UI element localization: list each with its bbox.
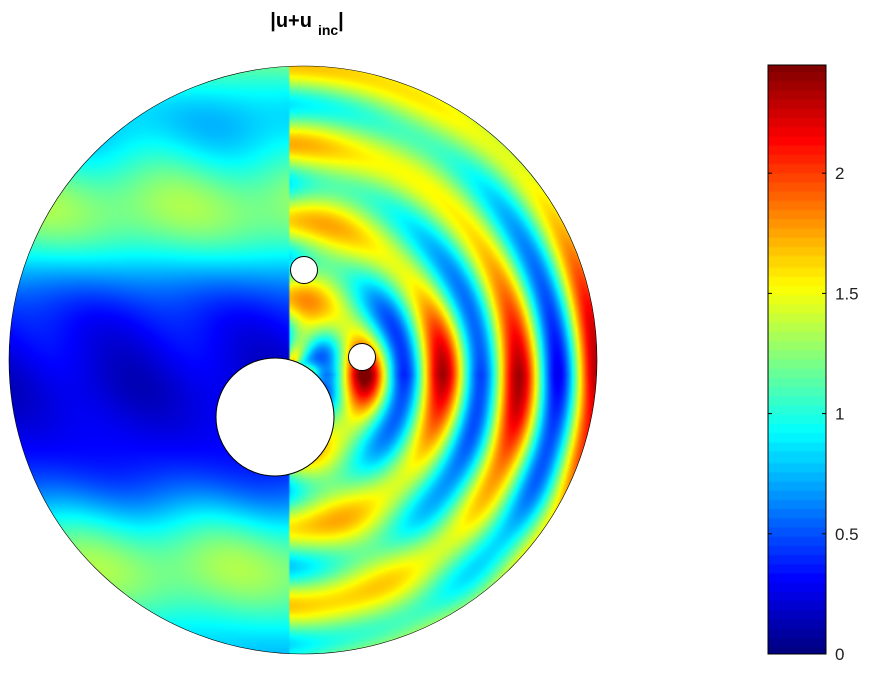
chart-title: |u+u inc| xyxy=(270,10,344,38)
colorbar-frame xyxy=(767,64,827,655)
colorbar-tick-label: 2 xyxy=(835,164,844,183)
colorbar-tick-label: 1.5 xyxy=(835,284,859,303)
obstacle-large xyxy=(215,357,335,477)
obstacle-small-1 xyxy=(290,256,318,284)
colorbar-tick-label: 0 xyxy=(835,645,844,664)
heatmap-field xyxy=(9,66,597,654)
domain-outline xyxy=(8,65,598,655)
colorbar-tick-label: 1 xyxy=(835,405,844,424)
colorbar: 0 0.5 1 1.5 2 xyxy=(767,64,859,664)
obstacle-small-2 xyxy=(348,343,376,371)
colorbar-gradient xyxy=(768,65,826,654)
field-image xyxy=(9,66,597,654)
colorbar-tick-label: 0.5 xyxy=(835,525,859,544)
colorbar-ticks: 0 0.5 1 1.5 2 xyxy=(768,164,859,664)
